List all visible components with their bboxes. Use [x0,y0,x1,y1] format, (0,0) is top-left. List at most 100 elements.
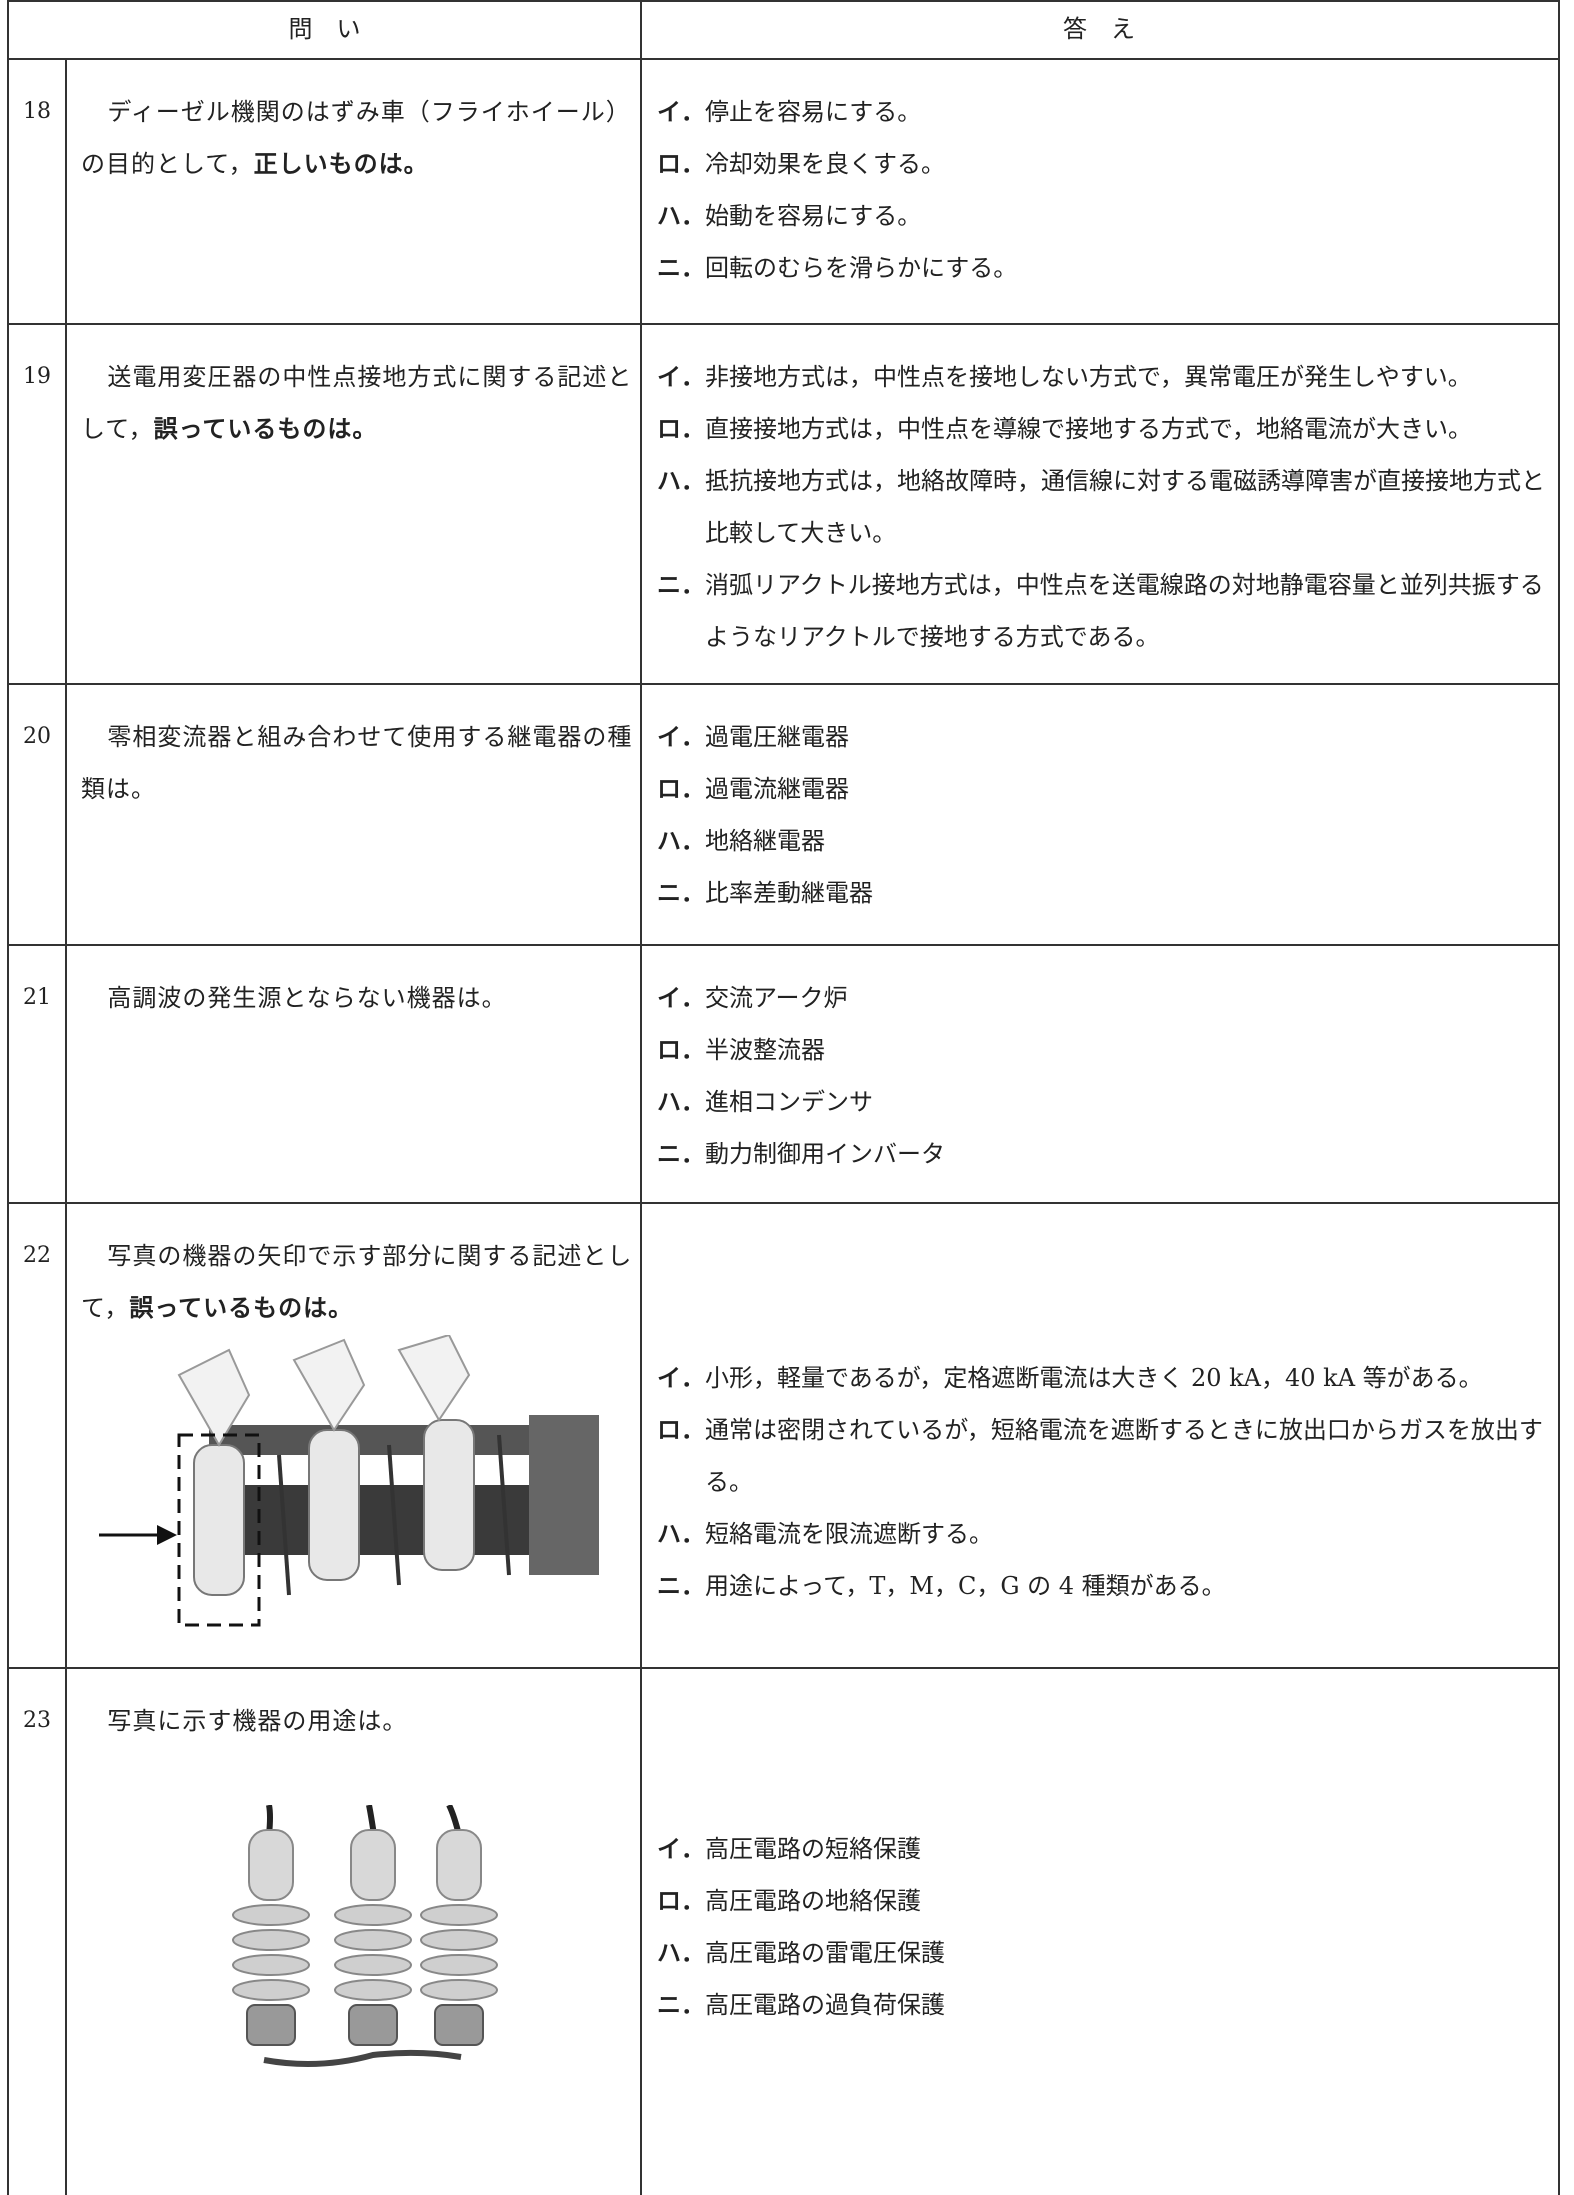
choice: イ． 停止を容易にする。 [657,86,1552,138]
choice-label: ニ． [657,254,705,282]
choice: ロ． 高圧電路の地絡保護 [657,1875,1552,1927]
choice-label: イ． [657,1835,705,1863]
choice-label: ハ． [657,467,705,495]
choice-label: イ． [657,723,705,751]
question-text: ディーゼル機関のはずみ車（フライホイール）の目的として，正しいものは。 [81,86,641,190]
choice: ハ． 短絡電流を限流遮断する。 [657,1508,1552,1560]
question-body: 写真の機器の矢印で示す部分に関する記述として， [81,1242,633,1322]
rule [65,58,67,2195]
choice-label: イ． [657,363,705,391]
choice-text: 高圧電路の短絡保護 [705,1835,921,1863]
question-number: 23 [23,1708,51,1733]
choice-label: ハ． [657,827,705,855]
question-body: 零相変流器と組み合わせて使用する継電器の種類は。 [81,723,633,803]
choice-list: イ． 非接地方式は，中性点を接地しない方式で，異常電圧が発生しやすい。 ロ． 直接接地… [657,351,1552,663]
photo-switch [99,1335,599,1627]
choice-label: ニ． [657,1572,705,1600]
choice: イ． 非接地方式は，中性点を接地しない方式で，異常電圧が発生しやすい。 [657,351,1552,403]
choice: ニ． 用途によって，T，M，C，G の 4 種類がある。 [657,1560,1552,1612]
choice-label: ハ． [657,1939,705,1967]
choice: ロ． 冷却効果を良くする。 [657,138,1552,190]
choice-text: 停止を容易にする。 [705,98,922,126]
choice-text: 抵抗接地方式は，地絡故障時，通信線に対する電磁誘導障害が直接接地方式と比較して大… [705,467,1545,547]
choice-label: ハ． [657,1520,705,1548]
choice: ニ． 回転のむらを滑らかにする。 [657,242,1552,294]
choice-list: イ． 交流アーク炉 ロ． 半波整流器 ハ． 進相コンデンサ ニ． 動力制御用インバータ [657,972,1552,1180]
choice-label: ハ． [657,202,705,230]
choice-label: ニ． [657,1991,705,2019]
question-text: 零相変流器と組み合わせて使用する継電器の種類は。 [81,711,641,815]
rule [9,323,1558,325]
choice-text: 用途によって，T，M，C，G の 4 種類がある。 [705,1572,1226,1600]
question-number: 18 [23,99,51,124]
choice: ニ． 比率差動継電器 [657,867,1552,919]
choice-text: 回転のむらを滑らかにする。 [705,254,1018,282]
choice-text: 交流アーク炉 [705,984,848,1012]
choice: ハ． 抵抗接地方式は，地絡故障時，通信線に対する電磁誘導障害が直接接地方式と比較し… [657,455,1552,559]
choice-label: ニ． [657,879,705,907]
rule [9,1667,1558,1669]
choice-text: 過電圧継電器 [705,723,849,751]
photo-arrester [232,1805,498,2067]
question-number: 20 [23,724,51,749]
choice: ハ． 始動を容易にする。 [657,190,1552,242]
choice: ロ． 過電流継電器 [657,763,1552,815]
choice-text: 小形，軽量であるが，定格遮断電流は大きく 20 kA，40 kA 等がある。 [705,1364,1483,1392]
question-body: 送電用変圧器の中性点接地方式に関する記述として， [81,363,633,443]
choice: ロ． 通常は密閉されているが，短絡電流を遮断するときに放出口からガスを放出する。 [657,1404,1552,1508]
choice-label: ロ． [657,1036,705,1064]
rule [640,0,642,2195]
choice-text: 比率差動継電器 [705,879,873,907]
question-number: 21 [23,985,51,1010]
choice-list: イ． 停止を容易にする。 ロ． 冷却効果を良くする。 ハ． 始動を容易にする。 ニ． 回転のむ… [657,86,1552,294]
choice: イ． 交流アーク炉 [657,972,1552,1024]
choice-text: 高圧電路の雷電圧保護 [705,1939,945,1967]
question-text: 写真の機器の矢印で示す部分に関する記述として，誤っているものは。 [81,1230,641,1334]
choice-text: 地絡継電器 [705,827,825,855]
choice-text: 半波整流器 [705,1036,825,1064]
choice-text: 始動を容易にする。 [705,202,922,230]
choice-label: ロ． [657,150,705,178]
choice: ニ． 高圧電路の過負荷保護 [657,1979,1552,2031]
exam-table: 問 い 答 え [7,0,1560,2195]
question-number: 22 [23,1243,51,1268]
rule [9,683,1558,685]
choice: ハ． 進相コンデンサ [657,1076,1552,1128]
rule [9,1202,1558,1204]
choice-label: イ． [657,984,705,1012]
question-body: 写真に示す機器の用途は。 [107,1707,408,1735]
choice: ニ． 消弧リアクトル接地方式は，中性点を送電線路の対地静電容量と並列共振するような… [657,559,1552,663]
question-header: 問 い [288,15,361,43]
choice-text: 冷却効果を良くする。 [705,150,945,178]
question-emphasis: 誤っているものは。 [153,415,378,443]
choice: ロ． 半波整流器 [657,1024,1552,1076]
choice-label: ロ． [657,775,705,803]
choice-label: ロ． [657,415,705,443]
answer-header: 答 え [1063,15,1135,43]
choice-text: 過電流継電器 [705,775,849,803]
choice-label: ニ． [657,1140,705,1168]
question-number: 19 [23,364,51,389]
choice-text: 短絡電流を限流遮断する。 [705,1520,993,1548]
choice: ニ． 動力制御用インバータ [657,1128,1552,1180]
choice-label: ロ． [657,1416,705,1444]
rule [9,944,1558,946]
choice-text: 高圧電路の過負荷保護 [705,1991,945,2019]
question-body: ディーゼル機関のはずみ車（フライホイール）の目的として， [81,98,631,178]
question-emphasis: 誤っているものは。 [129,1294,354,1322]
choice-text: 高圧電路の地絡保護 [705,1887,921,1915]
question-text: 送電用変圧器の中性点接地方式に関する記述として，誤っているものは。 [81,351,641,455]
question-body: 高調波の発生源とならない機器は。 [107,984,507,1012]
choice-label: イ． [657,98,705,126]
rule [9,58,1558,60]
rule [9,0,1558,2]
choice-text: 進相コンデンサ [705,1088,873,1116]
choice-text: 消弧リアクトル接地方式は，中性点を送電線路の対地静電容量と並列共振するようなリア… [705,571,1544,651]
choice-label: ニ． [657,571,705,599]
choice: ハ． 地絡継電器 [657,815,1552,867]
choice: イ． 過電圧継電器 [657,711,1552,763]
question-text: 高調波の発生源とならない機器は。 [81,972,641,1024]
choice: イ． 小形，軽量であるが，定格遮断電流は大きく 20 kA，40 kA 等がある。 [657,1352,1552,1404]
choice-list: イ． 過電圧継電器 ロ． 過電流継電器 ハ． 地絡継電器 ニ． 比率差動継電器 [657,711,1552,919]
